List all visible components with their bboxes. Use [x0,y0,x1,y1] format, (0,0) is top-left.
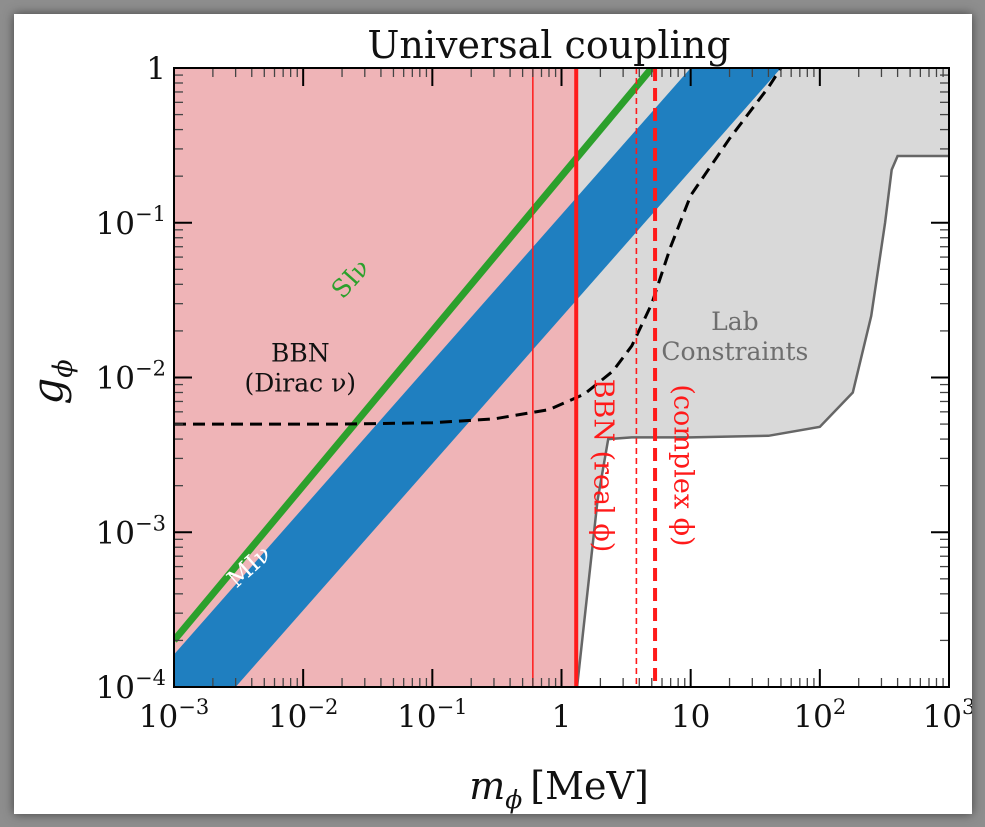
y-tick-label: 10−3 [96,511,166,551]
x-tick-label: 103 [923,695,972,735]
y-axis-label-sub: ϕ [48,359,79,377]
x-axis-label-sub: ϕ [505,785,522,814]
y-tick-label: 1 [146,51,166,87]
line-bbn-dirac [174,68,783,426]
figure: 10−3 10−2 10−1 1 10 102 103 1 10−1 10−2 10−3 10−4 SI… [14,14,972,814]
label-lab-constraints-line2: Constraints [661,337,808,366]
x-tick-label: 10 [671,699,710,735]
ticks-layer [173,67,950,688]
x-axis-label-unit: [MeV] [530,764,649,808]
label-bbn-real: BBN (real ϕ) [587,379,618,553]
label-complex: (complex ϕ) [668,384,699,546]
x-tick-label: 1 [552,699,572,735]
y-axis-label: gϕ [23,359,79,404]
x-axis-label: mϕ [MeV] [469,764,649,814]
chart-title: Universal coupling [367,23,730,67]
y-tick-label: 10−2 [96,357,166,397]
labels-layer: 10−3 10−2 10−1 1 10 102 103110−110−210−310−4SI… [96,51,972,735]
y-tick-label: 10−4 [96,666,166,706]
chart-plot: 10−3 10−2 10−1 1 10 102 103110−110−210−310−4SI… [23,23,972,814]
region-lab-constraints [577,68,949,687]
y-axis-label-main: g [23,378,72,405]
label-bbn-dirac-line1: BBN [271,339,330,368]
x-axis-label-main: m [469,764,505,808]
lines-layer [174,68,783,687]
regions-layer [174,68,949,687]
label-lab-constraints-line1: Lab [711,307,759,336]
band-mi [174,68,781,687]
line-si [174,68,655,643]
region-edge-lab-constraints [575,154,949,687]
label-bbn-dirac-line2: (Dirac ν) [245,369,357,398]
x-tick-label: 10−3 [139,695,209,735]
plot-frame [173,67,950,688]
x-tick-label: 10−2 [268,695,338,735]
x-tick-label: 10−1 [397,695,467,735]
y-tick-label: 10−1 [96,202,166,242]
x-tick-label: 102 [793,695,846,735]
